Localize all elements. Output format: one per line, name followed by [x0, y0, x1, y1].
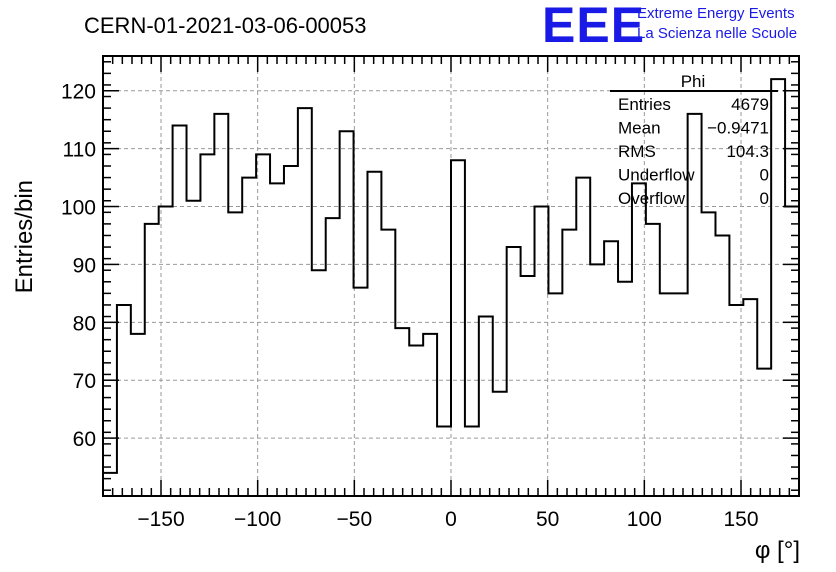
histogram-bin — [214, 114, 228, 496]
histogram-bin — [674, 293, 688, 496]
histogram-bin — [409, 345, 423, 496]
histogram-bin — [632, 183, 646, 496]
histogram-bin — [298, 108, 312, 496]
y-tick-label: 70 — [73, 370, 96, 393]
histogram-bin — [423, 334, 437, 496]
histogram-bin — [660, 293, 674, 496]
histogram-bin — [395, 328, 409, 496]
eee-brand-line1: Extreme Energy Events — [637, 5, 795, 22]
x-tick-label: 50 — [536, 508, 559, 531]
histogram-bin — [785, 207, 799, 496]
histogram-bin — [200, 154, 214, 496]
y-tick-label: 60 — [73, 428, 96, 451]
eee-logo: EEE Extreme Energy Events La Scienza nel… — [542, 0, 797, 53]
x-axis-title: φ [°] — [755, 537, 800, 564]
y-tick-label: 120 — [61, 81, 96, 104]
histogram-bin — [117, 305, 131, 496]
stats-value: −0.9471 — [707, 119, 769, 138]
histogram-bin — [451, 160, 465, 496]
x-tick-label: 100 — [627, 508, 662, 531]
stats-label: RMS — [618, 142, 656, 161]
histogram-bin — [145, 224, 159, 496]
histogram-bin — [562, 230, 576, 496]
histogram-bin — [465, 427, 479, 496]
histogram-bin — [729, 305, 743, 496]
histogram-bin — [340, 131, 354, 496]
histogram-bin — [576, 178, 590, 496]
histogram-bin — [771, 79, 785, 496]
histogram-bin — [535, 207, 549, 496]
histogram-series — [102, 78, 799, 496]
histogram-bin — [743, 299, 757, 496]
x-tick-label: −150 — [137, 508, 184, 531]
histogram-bin — [381, 230, 395, 496]
histogram-bin — [173, 125, 187, 496]
histogram-bin — [521, 276, 535, 496]
histogram-bin — [159, 207, 173, 496]
histogram-bin — [131, 334, 145, 496]
x-tick-label: −100 — [234, 508, 281, 531]
chart-title: CERN-01-2021-03-06-00053 — [84, 13, 367, 38]
histogram-bin — [688, 114, 702, 496]
histogram-bin — [270, 183, 284, 496]
stats-value: 4679 — [731, 95, 769, 114]
stats-value: 0 — [760, 166, 769, 185]
eee-logo-mark: EEE — [542, 0, 645, 53]
histogram-bin — [646, 224, 660, 496]
histogram-bin — [548, 293, 562, 496]
stats-box: Phi Entries 4679 Mean −0.9471 RMS 104.3 Underf… — [610, 72, 778, 208]
y-tick-label: 110 — [63, 139, 96, 162]
x-tick-label: −50 — [337, 508, 373, 531]
histogram-bin — [367, 172, 381, 496]
y-axis-tick-labels: 60 70 80 90 100 110 120 — [61, 81, 96, 451]
x-tick-label: 0 — [445, 508, 457, 531]
x-axis-tick-labels: −150 −100 −50 0 50 100 150 — [137, 508, 758, 531]
histogram-bin — [437, 427, 451, 496]
histogram-bin — [256, 154, 270, 496]
eee-brand-line2: La Scienza nelle Scuole — [637, 25, 797, 42]
histogram-bin — [757, 369, 771, 496]
histogram-bin — [590, 264, 604, 496]
y-tick-label: 100 — [61, 197, 96, 220]
histogram-bin — [618, 282, 632, 496]
y-tick-label: 90 — [73, 254, 96, 277]
axis-ticks — [103, 56, 799, 496]
histogram-bin — [187, 201, 201, 496]
histogram-bin — [326, 218, 340, 496]
histogram-bin — [242, 178, 256, 496]
stats-label: Overflow — [618, 189, 686, 208]
histogram-bin — [507, 247, 521, 496]
stats-label: Underflow — [618, 166, 695, 185]
histogram-bin — [493, 392, 507, 496]
x-tick-label: 150 — [723, 508, 758, 531]
histogram-bin — [702, 212, 716, 496]
stats-label: Mean — [618, 119, 661, 138]
histogram-bin — [479, 317, 493, 496]
y-axis-title: Entries/bin — [11, 180, 38, 293]
histogram-bin — [284, 166, 298, 496]
histogram-bin — [103, 473, 117, 496]
stats-value: 0 — [760, 189, 769, 208]
histogram-bin — [228, 212, 242, 496]
stats-label: Entries — [618, 95, 671, 114]
histogram-bin — [604, 241, 618, 496]
stats-title: Phi — [681, 72, 706, 91]
histogram-bin — [715, 235, 729, 496]
stats-value: 104.3 — [726, 142, 769, 161]
y-tick-label: 80 — [73, 312, 96, 335]
histogram-bin — [312, 270, 326, 496]
stats-rows: Entries 4679 Mean −0.9471 RMS 104.3 Underflow 0… — [618, 95, 769, 208]
histogram-bin — [354, 288, 368, 496]
